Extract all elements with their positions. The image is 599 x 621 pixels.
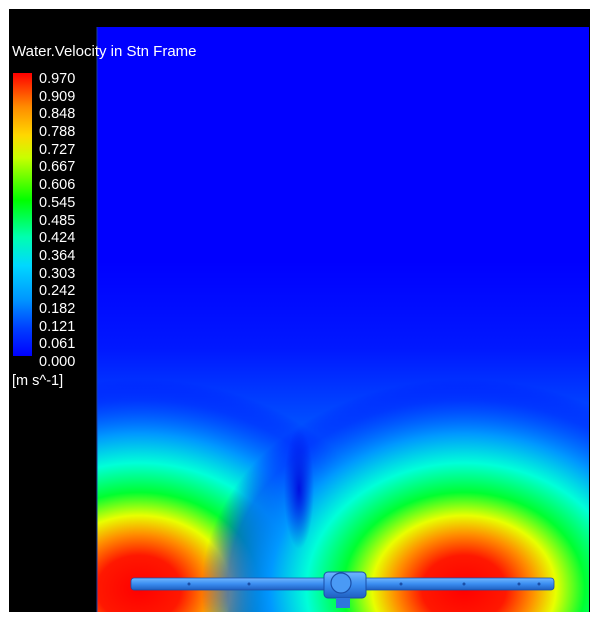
legend-value: 0.182 [39,300,76,317]
velocity-contour-plot [96,27,589,612]
legend-value: 0.061 [39,336,76,353]
legend-value: 0.727 [39,141,76,158]
legend-units: [m s^-1] [12,373,64,389]
legend-value: 0.545 [39,194,76,211]
legend-value: 0.606 [39,176,76,193]
legend-value: 0.970 [39,70,76,87]
colorbar-ticks [33,73,38,356]
legend-value: 0.424 [39,229,76,246]
legend-value: 0.000 [39,353,76,370]
legend-value: 0.485 [39,212,76,229]
impeller [130,571,555,608]
legend-value: 0.788 [39,123,76,140]
central-low-velocity-core [97,27,589,612]
legend-value: 0.303 [39,265,76,282]
legend-value: 0.364 [39,247,76,264]
legend-value: 0.909 [39,88,76,105]
legend-title: Water.Velocity in Stn Frame [12,43,197,60]
colorbar [13,73,32,356]
legend-value: 0.121 [39,318,76,335]
legend-value: 0.242 [39,283,76,299]
legend-value: 0.667 [39,159,76,176]
legend-value: 0.848 [39,106,76,123]
viewport: Water.Velocity in Stn Frame 0.970 0.909 0.… [9,9,590,612]
